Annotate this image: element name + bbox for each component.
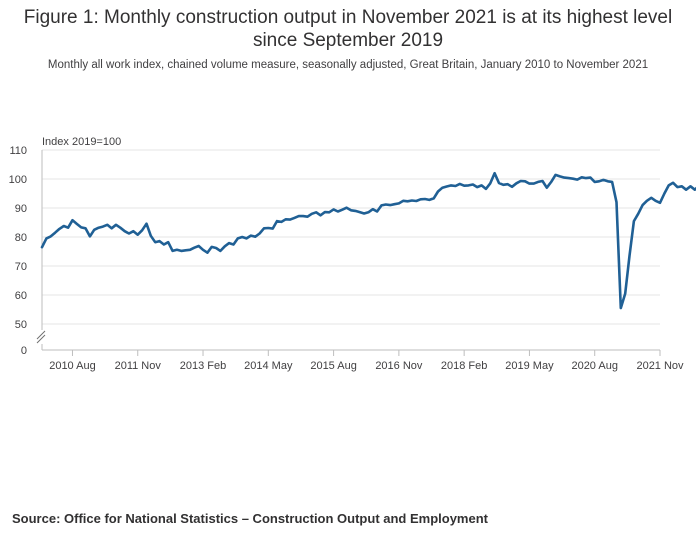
x-axis-tick-labels: 2010 Aug 2011 Nov 2013 Feb 2014 May 2015 Aug… [49,350,684,372]
x-tick-label: 2019 May [505,360,554,372]
y-axis-label: Index 2019=100 [42,136,121,148]
chart-subtitle: Monthly all work index, chained volume m… [47,59,649,71]
x-tick-label: 2013 Feb [180,360,226,372]
x-tick-label: 2010 Aug [49,360,96,372]
y-tick-label: 60 [15,290,27,302]
y-tick-label: 50 [15,319,27,331]
x-tick-label: 2018 Feb [441,360,487,372]
y-axis-tick-labels: 0 50 60 70 80 90 100 110 [9,145,27,357]
x-tick-label: 2014 May [244,360,293,372]
y-tick-label: 70 [15,261,27,273]
y-tick-label: 0 [21,345,27,357]
x-tick-label: 2011 Nov [115,360,162,372]
chart-title: Figure 1: Monthly construction output in… [23,7,673,51]
axes [36,150,660,351]
axis-break-mark [36,330,46,340]
x-tick-label: 2016 Nov [375,360,423,372]
series-line [40,171,696,310]
x-tick-label: 2020 Aug [571,360,618,372]
axis-break-mark [36,334,46,344]
x-tick-label: 2015 Aug [310,360,357,372]
gridlines [42,149,660,325]
x-tick-label: 2021 Nov [636,360,684,372]
source-note: Source: Office for National Statistics –… [12,511,488,526]
y-tick-label: 110 [9,145,27,157]
series-group [40,171,696,310]
y-tick-label: 100 [9,174,27,186]
y-tick-label: 80 [15,232,27,244]
y-tick-label: 90 [15,203,27,215]
